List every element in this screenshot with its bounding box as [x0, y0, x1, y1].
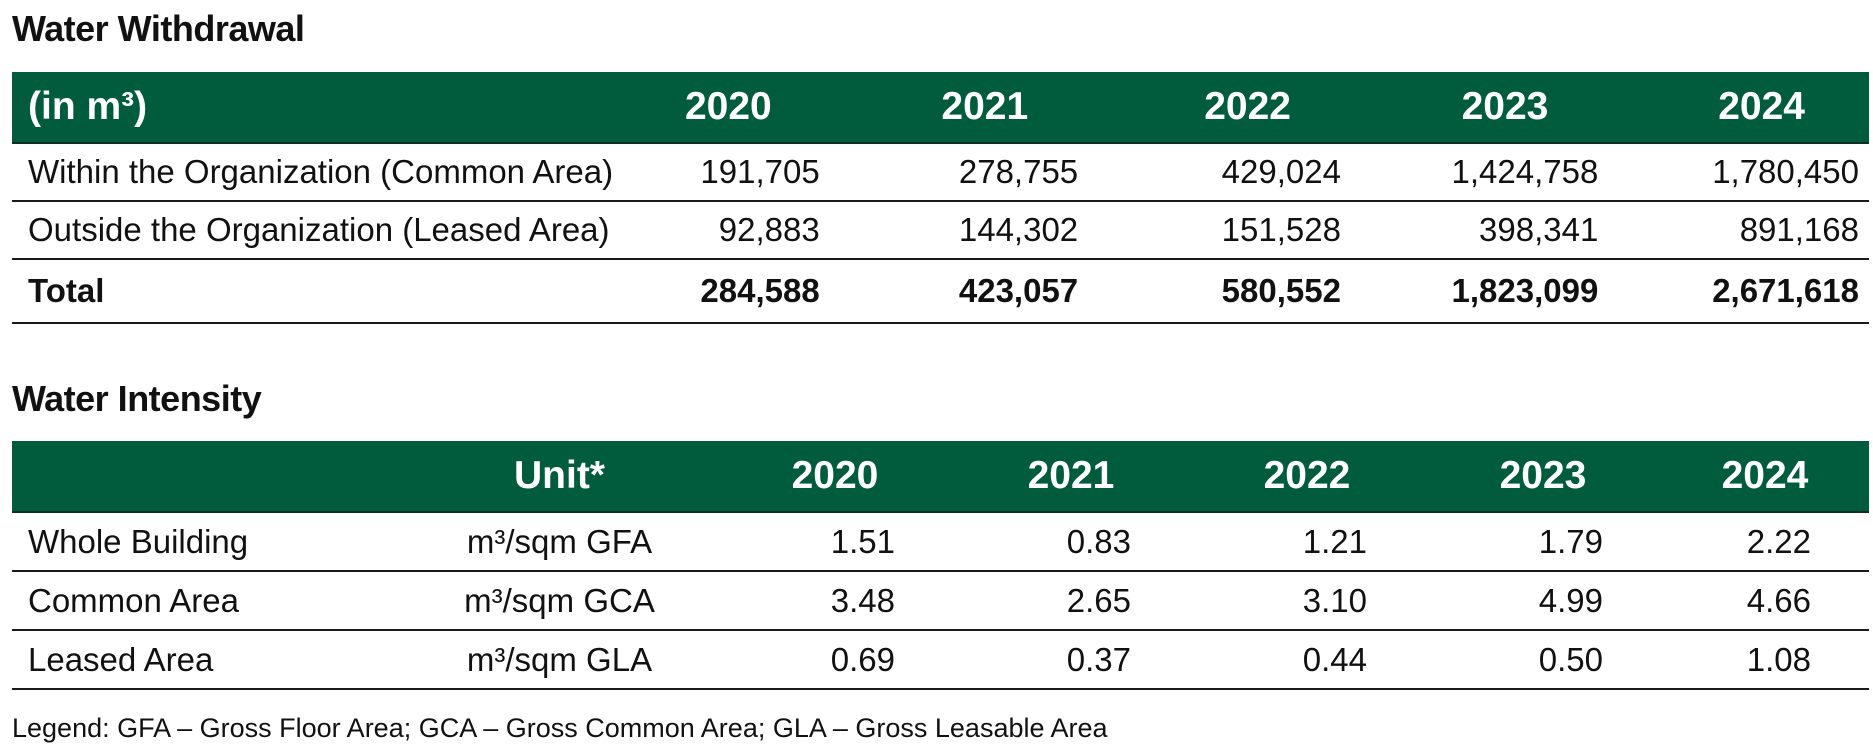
table-row: Whole Building m³/sqm GFA 1.51 0.83 1.21…	[12, 512, 1869, 572]
year-header: 2021	[829, 72, 1089, 144]
table-cell: 1.79	[1425, 512, 1661, 572]
water-intensity-title: Water Intensity	[12, 378, 262, 419]
row-label: Within the Organization (Common Area)	[12, 143, 679, 202]
table-cell: 3.48	[717, 571, 953, 631]
year-header: 2020	[717, 441, 953, 513]
table-cell: 0.50	[1425, 630, 1661, 690]
row-label: Whole Building	[12, 512, 402, 572]
water-withdrawal-title: Water Withdrawal	[12, 8, 305, 49]
table-cell: 4.66	[1661, 571, 1869, 631]
water-intensity-table: Unit* 2020 2021 2022 2023 2024 Whole Bui…	[12, 441, 1869, 690]
unit-cell: m³/sqm GLA	[402, 630, 717, 690]
year-header: 2024	[1661, 441, 1869, 513]
table-cell: 191,705	[678, 143, 830, 202]
table-cell: 891,168	[1608, 201, 1869, 260]
unit-cell: m³/sqm GFA	[402, 512, 717, 572]
legend-note: Legend: GFA – Gross Floor Area; GCA – Gr…	[12, 713, 1108, 743]
table-row: Within the Organization (Common Area) 19…	[12, 143, 1869, 202]
table-row: Common Area m³/sqm GCA 3.48 2.65 3.10 4.…	[12, 571, 1869, 631]
table-cell: 0.69	[717, 630, 953, 690]
table-cell: 1,424,758	[1350, 143, 1609, 202]
table-cell: 1.08	[1661, 630, 1869, 690]
table-cell: 4.99	[1425, 571, 1661, 631]
year-header: 2020	[678, 72, 830, 144]
table-header-row: Unit* 2020 2021 2022 2023 2024	[12, 441, 1869, 513]
unit-cell: m³/sqm GCA	[402, 571, 717, 631]
table-cell: 278,755	[829, 143, 1089, 202]
table-row: Leased Area m³/sqm GLA 0.69 0.37 0.44 0.…	[12, 630, 1869, 690]
water-withdrawal-table: (in m³) 2020 2021 2022 2023 2024 Within …	[12, 72, 1869, 324]
year-header: 2023	[1425, 441, 1661, 513]
table-cell: 2.65	[953, 571, 1189, 631]
table-cell: 1,780,450	[1608, 143, 1869, 202]
table-cell: 92,883	[678, 201, 830, 260]
table-cell: 398,341	[1350, 201, 1609, 260]
total-cell: 580,552	[1088, 259, 1351, 324]
year-header: 2021	[953, 441, 1189, 513]
year-header: 2022	[1088, 72, 1351, 144]
total-row: Total 284,588 423,057 580,552 1,823,099 …	[12, 259, 1869, 324]
row-label: Leased Area	[12, 630, 402, 690]
table-cell: 1.51	[717, 512, 953, 572]
total-cell: 2,671,618	[1608, 259, 1869, 324]
table-cell: 3.10	[1189, 571, 1425, 631]
table-row: Outside the Organization (Leased Area) 9…	[12, 201, 1869, 260]
table-cell: 429,024	[1088, 143, 1351, 202]
row-label: Common Area	[12, 571, 402, 631]
year-header: 2024	[1608, 72, 1869, 144]
table-cell: 144,302	[829, 201, 1089, 260]
table-cell: 0.83	[953, 512, 1189, 572]
label-header	[12, 441, 402, 513]
year-header: 2022	[1189, 441, 1425, 513]
row-label: Outside the Organization (Leased Area)	[12, 201, 679, 260]
table-cell: 0.37	[953, 630, 1189, 690]
total-cell: 284,588	[678, 259, 830, 324]
total-label: Total	[12, 259, 679, 324]
unit-header: Unit*	[402, 441, 717, 513]
table-cell: 151,528	[1088, 201, 1351, 260]
unit-header: (in m³)	[12, 72, 679, 144]
year-header: 2023	[1350, 72, 1609, 144]
total-cell: 1,823,099	[1350, 259, 1609, 324]
table-cell: 0.44	[1189, 630, 1425, 690]
table-cell: 1.21	[1189, 512, 1425, 572]
table-cell: 2.22	[1661, 512, 1869, 572]
total-cell: 423,057	[829, 259, 1089, 324]
table-header-row: (in m³) 2020 2021 2022 2023 2024	[12, 72, 1869, 144]
